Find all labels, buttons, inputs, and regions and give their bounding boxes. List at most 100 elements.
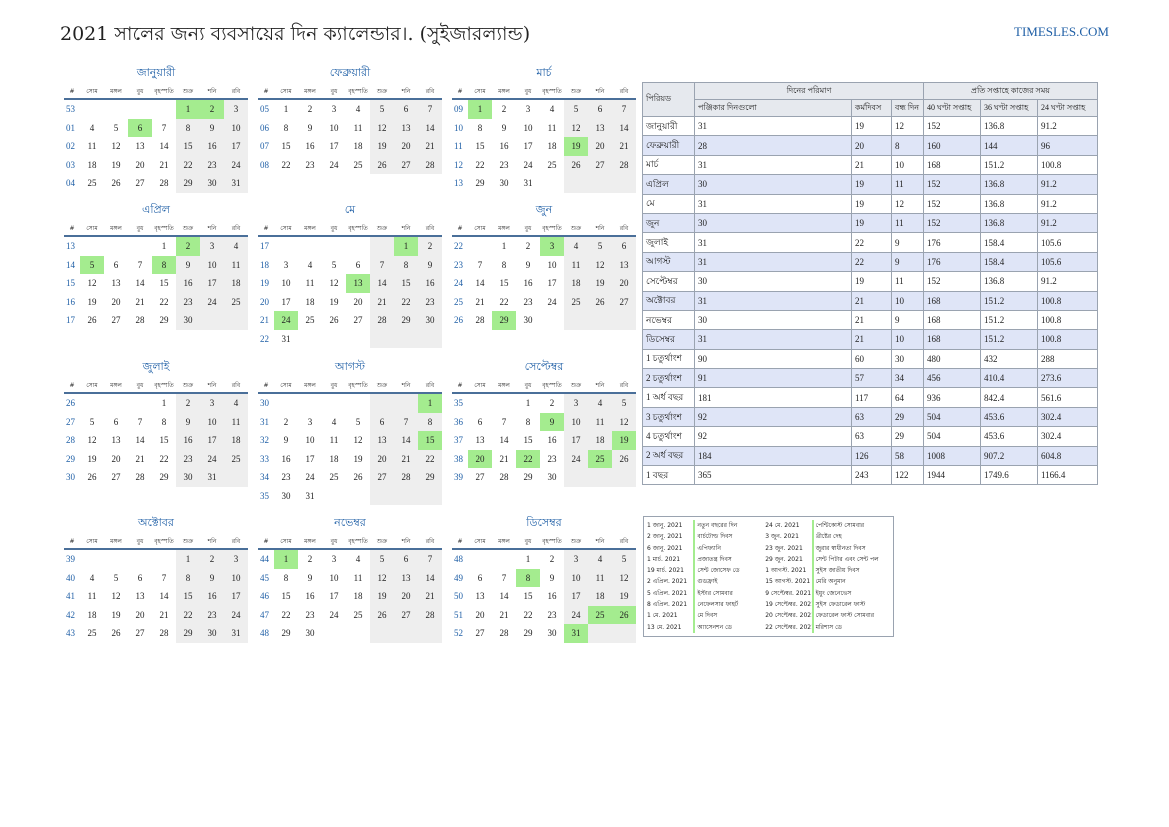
day-cell: 11 [588,412,612,431]
day-cell: 14 [612,118,636,137]
weekday-header: বুধ [322,379,346,394]
month-day-grid: # সোম মঙ্গল বুধ বৃহস্পতি শুক্র শনি রবি 13 1 2 3 4 14 5… [64,219,248,330]
stats-value-cell: 91.2 [1037,271,1098,292]
month-day-grid: # সোম মঙ্গল বুধ বৃহস্পতি শুক্র শনি রবি 30 1 31 2 3 4 5… [258,376,442,505]
month-calendar: আগস্ট # সোম মঙ্গল বুধ বৃহস্পতি শুক্র শনি রবি 30 1 3… [258,358,442,505]
stats-header-days: দিনের পরিমাণ [694,82,924,100]
weekday-header: শনি [394,222,418,237]
day-cell: 27 [111,472,121,482]
day-cell: 6 [370,412,394,431]
holiday-date: 3 জুন. 2021 [765,533,799,541]
week-number: 20 [260,296,269,307]
holiday-row: 5 এপ্রিল. 2021 ইস্টার সোমবার 9 সেপ্টেম্বর.… [647,587,893,600]
day-cell: 27 [394,605,418,624]
day-cell: 7 [501,416,507,427]
day-cell: 24 [200,449,224,468]
day-cell: 11 [224,255,248,274]
weekday-header: বুধ [516,379,540,394]
day-cell: 23 [499,159,509,170]
day-cell: 21 [418,587,442,606]
day-cell [322,330,346,349]
holiday-day-cell: 8 [152,255,176,274]
day-cell [564,311,588,330]
stats-value-cell: 10 [891,290,924,311]
day-cell: 26 [370,155,394,174]
day-cell [128,394,152,413]
site-link[interactable]: TIMESLES.COM [1014,24,1109,39]
stats-value-cell: 907.2 [980,445,1038,467]
holiday-date: 6 জানু. 2021 [647,544,683,552]
stats-table: পিরিয়ড দিনের পরিমাণ প্রতি সপ্তাহে কাজের… [642,82,1098,486]
stats-value-cell: 168 [923,309,981,331]
day-cell: 27 [370,468,394,487]
day-cell: 10 [523,122,533,133]
week-number: 11 [454,141,463,151]
month-name: এপ্রিল [142,203,170,216]
weekday-header: শুক্র [564,222,588,237]
day-cell: 4 [224,394,248,413]
stats-value-cell: 31 [694,115,852,137]
weekday-header: সোম [468,535,492,550]
stats-value-cell: 60 [851,348,892,370]
day-cell [80,394,104,413]
stats-value-cell: 29 [891,406,924,428]
holiday-date: 9 সেপ্টেম্বর. 2021 [765,589,812,597]
weekday-header: শনি [394,535,418,550]
day-cell: 1 [176,550,200,569]
stats-col-36h: 36 ঘণ্টা সপ্তাহ [980,99,1038,117]
holiday-name: অ্যাসেনশন ডে [693,621,763,633]
day-cell [298,237,322,256]
week-number: 41 [66,591,75,601]
week-number: 39 [66,554,75,564]
weekday-header: মঙ্গল [104,535,128,550]
holiday-date: 15 আগস্ট. 2021 [765,578,811,586]
day-cell: 25 [87,628,97,638]
stats-period-cell: জুন [642,212,695,234]
day-cell: 30 [305,628,315,638]
day-cell: 21 [475,296,485,307]
weekday-header: বৃহস্পতি [346,379,370,394]
month-name: অক্টোবর [138,516,174,529]
day-cell: 5 [588,237,612,256]
day-cell: 20 [111,453,121,464]
weekday-header: সোম [80,535,104,550]
day-cell: 18 [547,141,557,151]
month-day-grid: # সোম মঙ্গল বুধ বৃহস্পতি শুক্র শনি রবি 35 1 2 3 4 5 36… [452,376,636,487]
day-cell: 29 [475,178,485,188]
day-cell: 5 [355,416,361,427]
day-cell: 16 [200,137,224,156]
day-cell [128,550,152,569]
month-name: জানুয়ারী [136,66,176,79]
holiday-row: 13 মে. 2021 অ্যাসেনশন ডে 22 সেপ্টেম্বর. 20… [647,621,893,633]
stats-value-cell: 19 [851,193,892,214]
day-cell: 16 [305,591,315,601]
stats-value-cell: 302.4 [1037,406,1098,428]
stats-value-cell: 168 [923,329,981,350]
day-cell: 4 [564,237,588,256]
day-cell: 18 [87,159,97,170]
holiday-day-cell: 1 [418,394,442,413]
stats-value-cell: 31 [694,251,852,273]
day-cell: 23 [176,292,200,311]
day-cell: 28 [159,178,169,188]
day-cell: 10 [224,568,248,587]
stats-value-cell: 63 [851,426,892,447]
day-cell: 13 [135,591,145,601]
holiday-date: 23 জুন. 2021 [765,544,803,552]
holiday-day-cell: 29 [492,311,516,330]
month-calendar: অক্টোবর # সোম মঙ্গল বুধ বৃহস্পতি শুক্র শনি রবি 39… [64,514,248,643]
stats-value-cell: 184 [694,445,852,467]
stats-row: 3 চতুর্থাংশ 92 63 29 504 453.6 302.4 [642,406,1098,428]
day-cell: 29 [159,472,169,482]
stats-row: 2 অর্ধ বছর 184 126 58 1008 907.2 604.8 [642,445,1098,467]
week-number: 37 [454,435,463,445]
day-cell: 4 [588,550,612,569]
holiday-day-cell: 22 [516,449,540,468]
holiday-name: মে দিবস [693,610,763,622]
week-number-header: # [452,535,468,550]
day-cell: 26 [564,155,588,174]
week-number: 13 [454,178,463,188]
day-cell: 16 [176,274,200,293]
day-cell: 24 [564,605,588,624]
weekday-header: বুধ [322,535,346,550]
